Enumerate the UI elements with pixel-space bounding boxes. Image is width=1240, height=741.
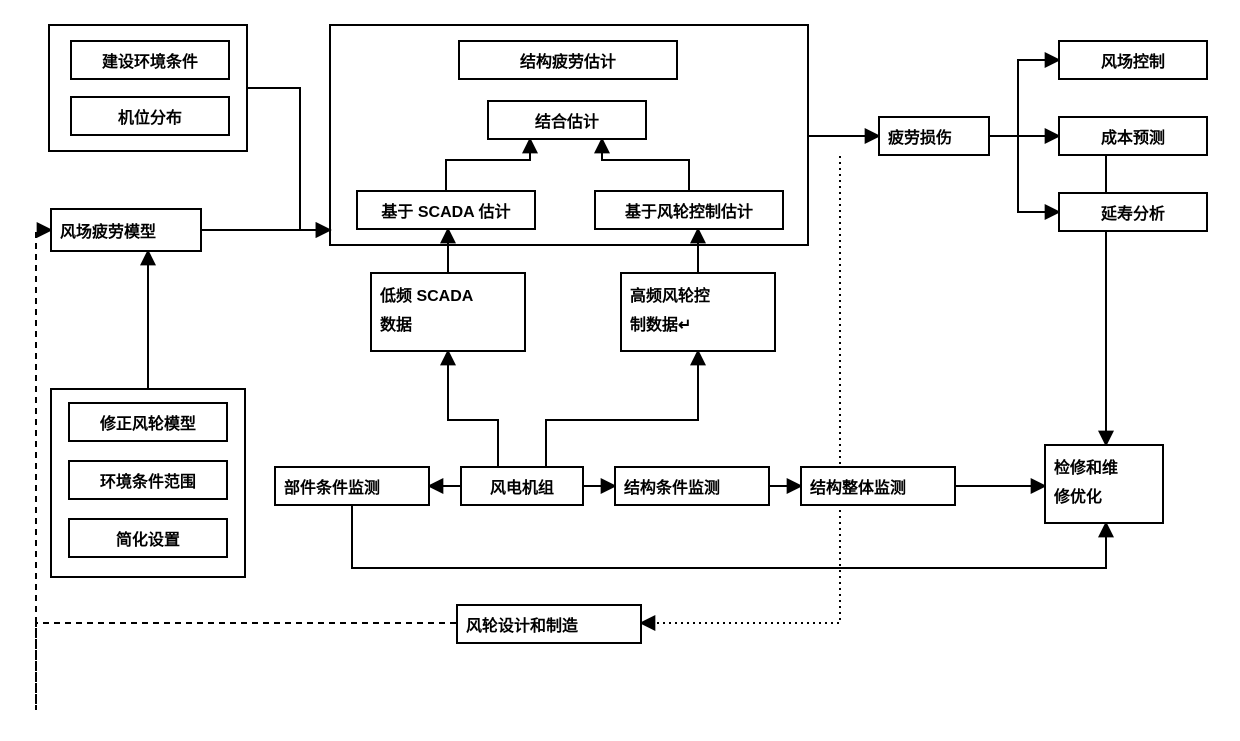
node-maint-opt: 检修和维 修优化 xyxy=(1044,444,1164,524)
edge-wind-turbine-to-high-rotor xyxy=(546,352,698,466)
label-fatigue-damage: 疲劳损伤 xyxy=(888,124,952,148)
node-overall-monitor: 结构整体监测 xyxy=(800,466,956,506)
label-struct-fatigue: 结构疲劳估计 xyxy=(520,48,616,72)
label-combined-est: 结合估计 xyxy=(535,108,599,132)
node-mod-rotor: 修正风轮模型 xyxy=(68,402,228,442)
node-cost-pred: 成本预测 xyxy=(1058,116,1208,156)
edge-top-left-group-to-center-group xyxy=(248,88,329,230)
label-farm-fatigue: 风场疲劳模型 xyxy=(60,218,156,242)
node-life-ext: 延寿分析 xyxy=(1058,192,1208,232)
edge-fatigue-damage-to-life-ext xyxy=(990,136,1058,212)
node-combined-est: 结合估计 xyxy=(487,100,647,140)
edge-comp-monitor-to-maint-opt xyxy=(352,506,1106,568)
edge-fatigue-damage-to-farm-control xyxy=(990,60,1058,136)
node-struct-fatigue: 结构疲劳估计 xyxy=(458,40,678,80)
node-simplify: 简化设置 xyxy=(68,518,228,558)
label-comp-monitor: 部件条件监测 xyxy=(284,474,380,498)
node-low-scada: 低频 SCADA 数据 xyxy=(370,272,526,352)
label-high-rotor: 高频风轮控 制数据↵ xyxy=(630,283,710,341)
label-wind-turbine: 风电机组 xyxy=(490,474,554,498)
node-rotor-est: 基于风轮控制估计 xyxy=(594,190,784,230)
label-rotor-design: 风轮设计和制造 xyxy=(466,612,578,636)
node-rotor-design: 风轮设计和制造 xyxy=(456,604,642,644)
label-mod-rotor: 修正风轮模型 xyxy=(100,410,196,434)
edge-wind-turbine-to-low-scada xyxy=(448,352,498,466)
label-scada-est: 基于 SCADA 估计 xyxy=(381,198,510,222)
node-env-cond: 建设环境条件 xyxy=(70,40,230,80)
node-env-range: 环境条件范围 xyxy=(68,460,228,500)
node-high-rotor: 高频风轮控 制数据↵ xyxy=(620,272,776,352)
node-pos-dist: 机位分布 xyxy=(70,96,230,136)
node-wind-turbine: 风电机组 xyxy=(460,466,584,506)
label-env-range: 环境条件范围 xyxy=(100,468,196,492)
label-struct-monitor: 结构条件监测 xyxy=(624,474,720,498)
node-struct-monitor: 结构条件监测 xyxy=(614,466,770,506)
label-env-cond: 建设环境条件 xyxy=(102,48,198,72)
node-comp-monitor: 部件条件监测 xyxy=(274,466,430,506)
label-simplify: 简化设置 xyxy=(116,526,180,550)
label-life-ext: 延寿分析 xyxy=(1101,200,1165,224)
label-pos-dist: 机位分布 xyxy=(118,104,182,128)
node-scada-est: 基于 SCADA 估计 xyxy=(356,190,536,230)
node-farm-control: 风场控制 xyxy=(1058,40,1208,80)
label-overall-monitor: 结构整体监测 xyxy=(810,474,906,498)
label-maint-opt: 检修和维 修优化 xyxy=(1054,455,1118,513)
label-rotor-est: 基于风轮控制估计 xyxy=(625,198,753,222)
node-fatigue-damage: 疲劳损伤 xyxy=(878,116,990,156)
node-farm-fatigue: 风场疲劳模型 xyxy=(50,208,202,252)
label-low-scada: 低频 SCADA 数据 xyxy=(380,283,473,341)
label-farm-control: 风场控制 xyxy=(1101,48,1165,72)
label-cost-pred: 成本预测 xyxy=(1101,124,1165,148)
